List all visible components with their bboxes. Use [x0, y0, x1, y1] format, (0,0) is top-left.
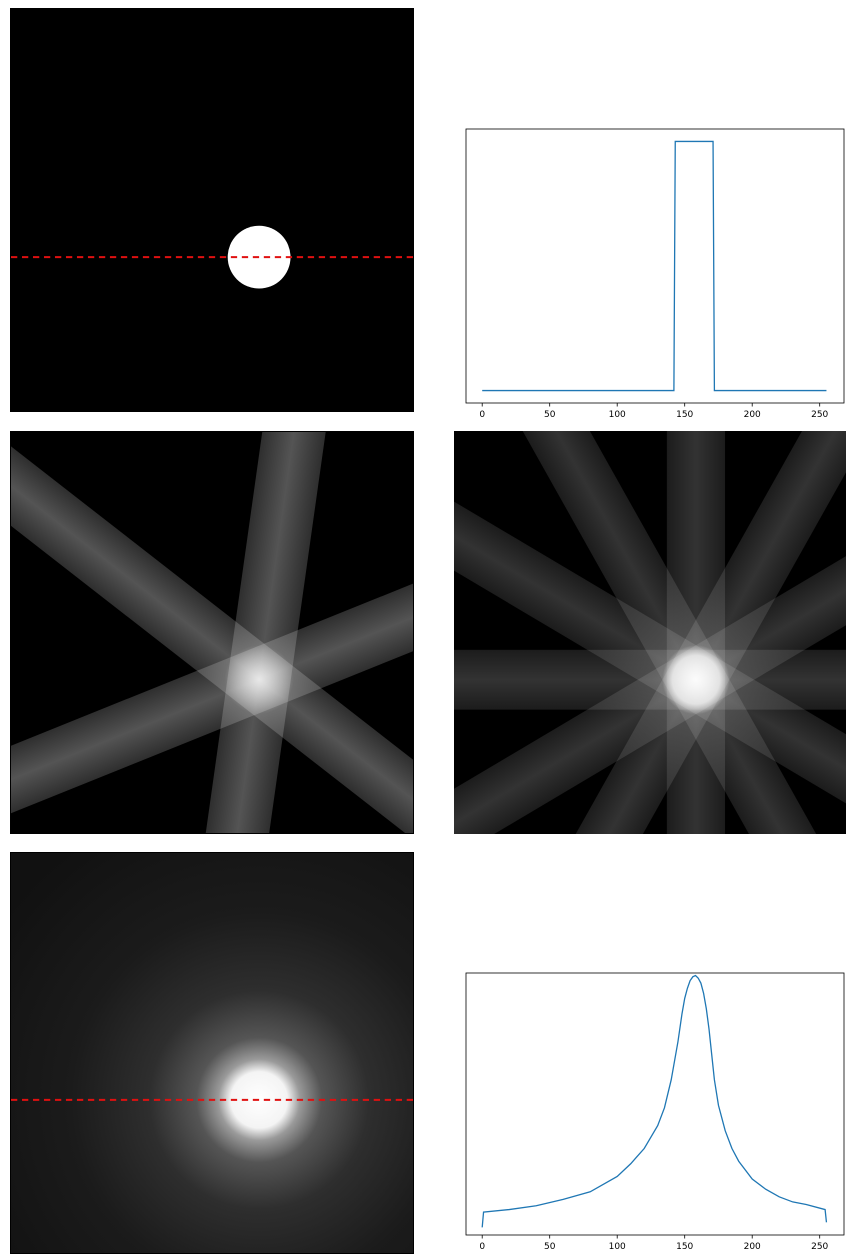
image-background	[11, 9, 413, 411]
x-tick-label-3: 150	[676, 1242, 693, 1252]
backprojection-6-angles-panel	[454, 431, 846, 834]
blurred-reconstruction	[11, 853, 413, 1253]
x-tick-label-0: 0	[479, 410, 485, 420]
x-tick-label-4: 200	[744, 410, 761, 420]
overlap-core	[224, 645, 294, 714]
projection-stripe-0	[162, 432, 369, 833]
phantom-profile-plot: 0 50 100 150 200 250	[465, 128, 845, 420]
x-tick-label-1: 50	[544, 410, 556, 420]
projection-stripe-2	[11, 432, 413, 833]
backprojection-6-angles-image	[454, 431, 846, 834]
phantom-image	[11, 9, 413, 411]
phantom-image-panel	[10, 8, 414, 412]
plot-frame	[465, 972, 845, 1236]
series-line-0	[482, 140, 827, 392]
projection-stripe-5	[454, 431, 846, 834]
x-tick-label-1: 50	[544, 1242, 556, 1252]
backprojection-profile-plot: 0 50 100 150 200 250	[465, 972, 845, 1252]
projection-stripe-1	[11, 440, 413, 833]
series-line-0	[481, 974, 828, 1228]
x-tick-label-2: 100	[609, 1242, 626, 1252]
backprojection-3-angles-panel	[10, 431, 414, 834]
backprojection-profile-panel: 0 50 100 150 200 250	[455, 964, 846, 1253]
x-tick-label-3: 150	[676, 410, 693, 420]
backprojection-3-angles-image	[11, 432, 413, 833]
x-tick-label-4: 200	[744, 1242, 761, 1252]
plot-frame	[465, 128, 845, 404]
x-tick-label-5: 250	[811, 1242, 828, 1252]
backprojection-many-angles-image	[11, 853, 413, 1253]
overlap-core	[662, 645, 730, 715]
x-tick-label-5: 250	[811, 410, 828, 420]
x-tick-label-2: 100	[609, 410, 626, 420]
phantom-profile-panel: 0 50 100 150 200 250	[455, 120, 846, 420]
x-tick-label-0: 0	[479, 1242, 485, 1252]
backprojection-many-angles-panel	[10, 852, 414, 1254]
